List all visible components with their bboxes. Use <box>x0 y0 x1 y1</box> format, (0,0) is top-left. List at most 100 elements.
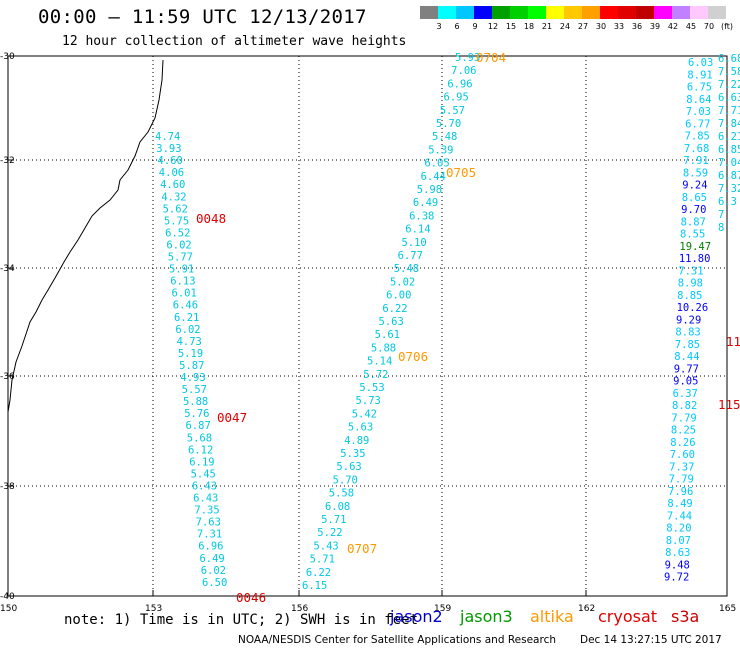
swh-value-edge: 6.85 <box>718 144 740 156</box>
lat-label: -38 <box>0 482 15 492</box>
swh-value-jason: 8.98 <box>678 278 703 290</box>
swh-value-altika: 5.39 <box>428 144 453 156</box>
swh-value-cryosat: 6.43 <box>193 493 218 505</box>
swh-value-cryosat: 5.62 <box>163 203 188 215</box>
swh-value-altika: 5.61 <box>375 329 400 341</box>
swh-value-cryosat: 5.57 <box>182 384 207 396</box>
swh-value-altika: 5.70 <box>333 474 358 486</box>
satellite-altika: altika <box>530 607 574 626</box>
legend-label: 33 <box>613 22 625 31</box>
swh-value-jason: 7.60 <box>670 449 695 461</box>
lon-label: 159 <box>434 604 451 614</box>
swh-value-cryosat: 6.52 <box>165 227 190 239</box>
swh-value-jason: 7.85 <box>685 131 710 143</box>
swh-value-cryosat: 4.73 <box>177 336 202 348</box>
swh-value-altika: 6.49 <box>413 197 438 209</box>
swh-value-altika: 5.88 <box>371 342 396 354</box>
swh-value-altika: 5.48 <box>432 131 457 143</box>
lon-label: 156 <box>291 604 308 614</box>
swh-value-altika: 6.44 <box>421 171 446 183</box>
swh-value-cryosat: 4.06 <box>159 167 184 179</box>
legend-label: 42 <box>667 22 679 31</box>
footer-note: note: 1) Time is in UTC; 2) SWH is in fe… <box>64 612 419 628</box>
legend-label: 18 <box>523 22 535 31</box>
swh-value-cryosat: 6.13 <box>170 276 195 288</box>
swh-value-altika: 6.96 <box>447 78 472 90</box>
legend-swatch <box>528 6 546 19</box>
swh-value-edge: 7.32 <box>718 183 740 195</box>
swh-value-jason: 8.20 <box>666 523 691 535</box>
pass-label: 0047 <box>217 410 247 425</box>
swh-value-edge: 7 <box>718 209 724 221</box>
swh-value-jason: 8.59 <box>683 167 708 179</box>
swh-value-altika: 7.06 <box>451 65 476 77</box>
swh-value-cryosat: 7.63 <box>196 517 221 529</box>
swh-value-altika: 5.73 <box>356 395 381 407</box>
swh-value-altika: 5.43 <box>313 540 338 552</box>
swh-value-cryosat: 6.02 <box>166 239 191 251</box>
map-border <box>7 55 728 597</box>
swh-value-edge: 6.3 <box>718 196 737 208</box>
axis-ticks: -30 -32 -34 -36 -38 -40 150 153 156 159 162 165 <box>0 52 736 614</box>
swh-value-cryosat: 6.43 <box>192 480 217 492</box>
swh-value-jason: 9.05 <box>673 376 698 388</box>
swh-value-altika: 5.48 <box>394 263 419 275</box>
swh-value-cryosat: 6.19 <box>189 456 214 468</box>
swh-value-cryosat: 4.32 <box>161 191 186 203</box>
lon-label: 165 <box>719 604 736 614</box>
pass-labels: 0048 0047 0046 0704 0705 0706 0707 11 115 <box>196 50 740 605</box>
timestamp-text: Dec 14 13:27:15 UTC 2017 <box>580 634 722 646</box>
lat-label: -36 <box>0 372 15 382</box>
swh-value-jason: 9.29 <box>676 314 701 326</box>
swh-value-altika: 5.35 <box>340 448 365 460</box>
legend-swatch <box>600 6 618 19</box>
credit-text: NOAA/NESDIS Center for Satellite Applica… <box>238 634 556 646</box>
swh-value-jason: 8.83 <box>675 327 700 339</box>
legend-swatch <box>672 6 690 19</box>
swh-value-altika: 5.22 <box>317 527 342 539</box>
legend-label: 9 <box>472 22 478 31</box>
pass-label: 11 <box>726 334 740 349</box>
legend-label: 70 <box>703 22 715 31</box>
legend-label: 6 <box>454 22 460 31</box>
swh-value-jason: 8.64 <box>686 94 711 106</box>
swh-value-edge: 7.84 <box>718 118 740 130</box>
swh-value-jason: 8.44 <box>674 351 699 363</box>
page-title: 00:00 – 11:59 UTC 12/13/2017 <box>38 6 367 28</box>
swh-value-jason: 8.87 <box>681 216 706 228</box>
swh-value-jason: 8.26 <box>670 437 695 449</box>
swh-value-jason: 10.26 <box>677 302 709 314</box>
swh-value-cryosat: 6.01 <box>172 288 197 300</box>
satellite-jason3: jason3 <box>460 607 513 626</box>
legend-swatch <box>618 6 636 19</box>
swh-value-altika: 6.22 <box>382 303 407 315</box>
swh-value-cryosat: 5.75 <box>164 215 189 227</box>
swh-value-edge: 6.87 <box>718 170 740 182</box>
swh-value-altika: 5.42 <box>352 408 377 420</box>
swh-value-jason: 7.96 <box>668 486 693 498</box>
swh-value-altika: 6.77 <box>398 250 423 262</box>
swh-value-altika: 5.71 <box>321 514 346 526</box>
swh-value-altika: 5.98 <box>417 184 442 196</box>
legend-swatch <box>456 6 474 19</box>
swh-value-cryosat: 6.02 <box>175 324 200 336</box>
swh-value-cryosat: 3.93 <box>156 143 181 155</box>
swh-value-edge: 7.22 <box>718 79 740 91</box>
swh-value-altika: 6.95 <box>444 92 469 104</box>
swh-value-altika: 6.14 <box>405 224 430 236</box>
swh-value-jason: 11.80 <box>679 253 711 265</box>
swh-value-cryosat: 4.93 <box>180 372 205 384</box>
swh-value-jason: 9.77 <box>674 363 699 375</box>
swh-value-altika: 5.58 <box>329 488 354 500</box>
swh-value-jason: 6.75 <box>687 82 712 94</box>
swh-value-jason: 7.31 <box>678 265 703 277</box>
swh-value-altika: 5.02 <box>390 276 415 288</box>
page-subtitle: 12 hour collection of altimeter wave hei… <box>62 34 407 49</box>
swh-value-altika: 5.63 <box>348 422 373 434</box>
swh-value-altika: 5.63 <box>336 461 361 473</box>
legend-label: 24 <box>559 22 571 31</box>
swh-value-cryosat: 4.60 <box>158 155 183 167</box>
swh-value-altika: 6.15 <box>302 580 327 592</box>
swh-value-cryosat: 6.87 <box>185 420 210 432</box>
legend-swatch <box>546 6 564 19</box>
